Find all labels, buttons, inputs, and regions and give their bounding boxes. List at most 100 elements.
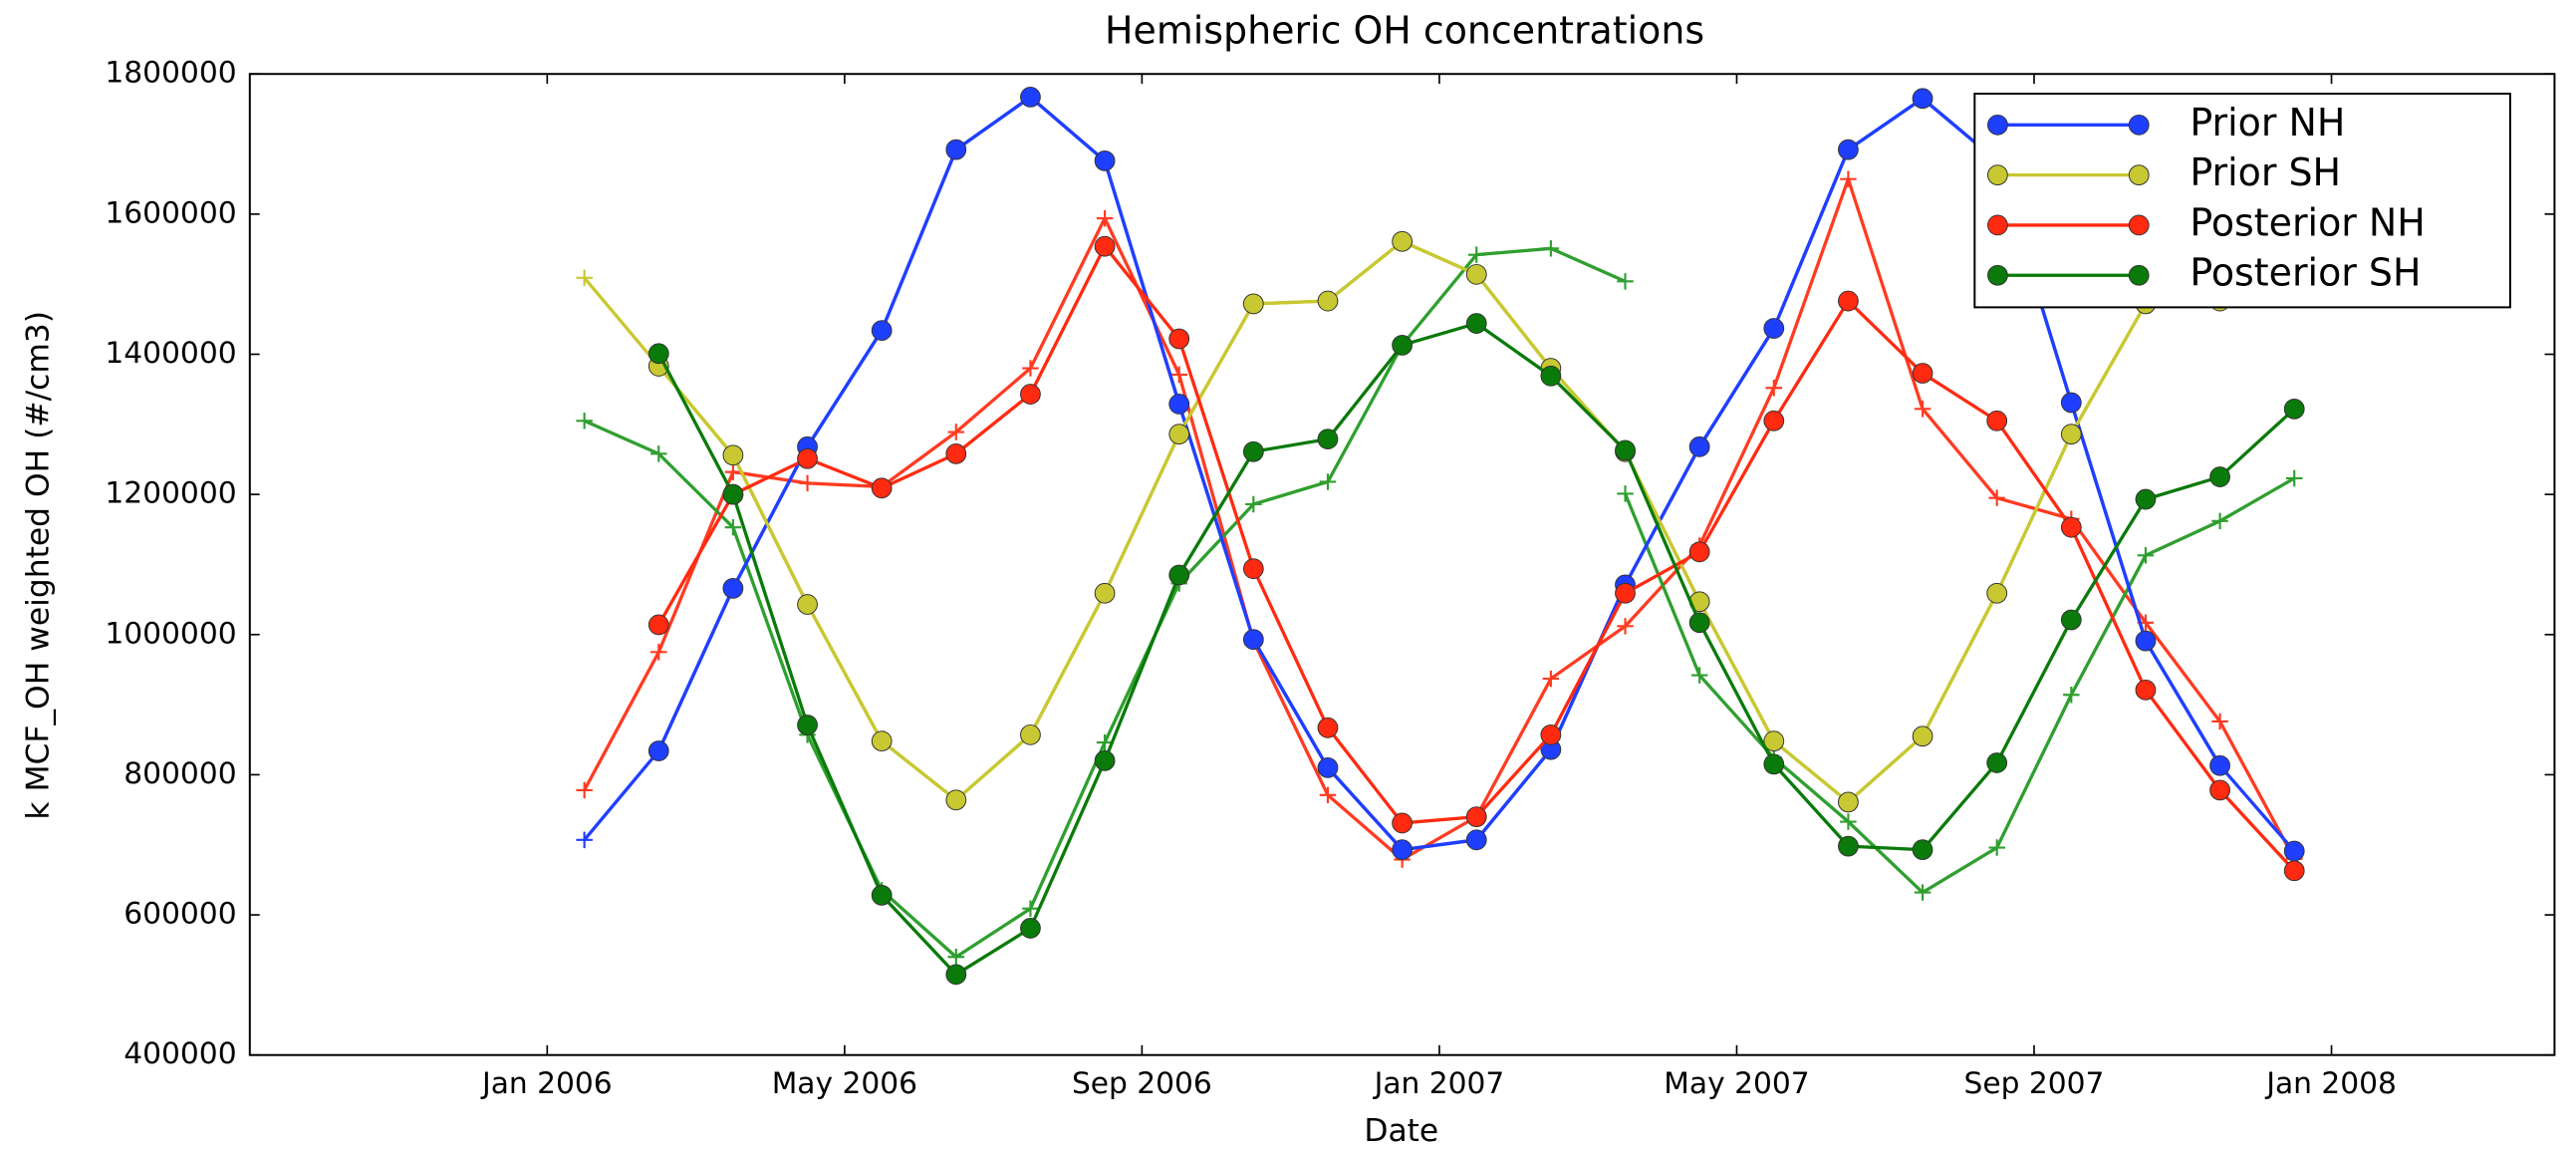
point <box>1617 485 1634 502</box>
legend-marker <box>2128 114 2150 136</box>
point <box>1986 582 2008 604</box>
point <box>945 442 967 464</box>
point <box>2060 392 2082 414</box>
point <box>2209 466 2230 487</box>
point <box>2135 679 2157 701</box>
point <box>1319 786 1337 804</box>
point <box>797 594 818 615</box>
point <box>1319 473 1337 490</box>
legend-marker <box>1987 214 2008 236</box>
point <box>1242 293 1264 315</box>
point <box>722 483 744 505</box>
point <box>1542 670 1560 688</box>
chart-title: Hemispheric OH concentrations <box>1105 8 1704 52</box>
point <box>1617 618 1634 635</box>
x-tick-label: May 2007 <box>1664 1065 1809 1100</box>
point <box>2283 840 2305 862</box>
point <box>1094 235 1116 257</box>
point <box>576 831 593 849</box>
point <box>945 789 967 811</box>
point <box>871 730 893 752</box>
series-line <box>583 173 2296 862</box>
legend-marker <box>2128 264 2150 286</box>
legend-box <box>1973 93 2511 309</box>
point <box>1317 717 1339 738</box>
y-tick-label: 1400000 <box>105 335 236 370</box>
point <box>1763 753 1785 775</box>
x-tick-label: Sep 2007 <box>1964 1065 2105 1100</box>
point <box>797 715 818 735</box>
point <box>2209 754 2230 776</box>
y-tick-label: 1000000 <box>105 615 236 650</box>
series-line <box>656 243 2296 872</box>
point <box>1317 290 1339 312</box>
point <box>1912 725 1933 747</box>
point <box>1838 791 1859 813</box>
y-axis-label: k MCF_OH weighted OH (#/cm3) <box>21 311 57 820</box>
point <box>1912 88 1933 110</box>
y-tick-label: 1200000 <box>105 475 236 510</box>
point <box>1617 273 1634 290</box>
point <box>1688 541 1710 563</box>
point <box>2060 609 2082 631</box>
point <box>647 740 669 761</box>
point <box>1392 334 1413 356</box>
x-axis-label: Date <box>1364 1113 1438 1149</box>
x-tick-label: Jan 2008 <box>2264 1065 2397 1100</box>
plot-frame <box>248 73 2556 1056</box>
point <box>1392 839 1413 861</box>
point <box>1914 401 1932 418</box>
point <box>2135 488 2157 510</box>
point <box>1465 313 1487 334</box>
series-line <box>1623 476 2296 895</box>
point <box>1317 429 1339 449</box>
point <box>1615 439 1636 461</box>
point <box>945 139 967 160</box>
point <box>2211 512 2228 530</box>
point <box>1988 489 2005 506</box>
point <box>871 320 893 341</box>
legend-label: Posterior NH <box>2190 200 2425 244</box>
point <box>1094 150 1116 171</box>
point <box>650 445 667 462</box>
point <box>1242 629 1264 651</box>
point <box>1242 440 1264 462</box>
point <box>724 463 742 480</box>
x-tick-label: Jan 2007 <box>1373 1065 1505 1100</box>
point <box>947 949 965 966</box>
point <box>1763 318 1785 339</box>
series-line <box>583 239 2220 805</box>
point <box>871 477 893 499</box>
point <box>1168 328 1190 350</box>
point <box>1020 384 1041 405</box>
point <box>2209 779 2230 801</box>
point <box>647 343 669 365</box>
point <box>722 577 744 599</box>
point <box>576 269 593 287</box>
point <box>1465 806 1487 828</box>
series-line <box>656 321 2296 977</box>
point <box>1840 813 1857 830</box>
point <box>1542 240 1560 257</box>
legend-marker <box>1987 114 2008 136</box>
legend-label: Posterior SH <box>2190 251 2421 295</box>
point <box>2211 713 2228 730</box>
point <box>2063 687 2080 704</box>
point <box>1168 424 1190 445</box>
point <box>1020 723 1041 745</box>
point <box>1988 839 2005 856</box>
point <box>2285 469 2303 487</box>
point <box>1690 667 1708 684</box>
point <box>1022 360 1039 377</box>
legend-marker <box>2128 164 2150 186</box>
point <box>1838 139 1859 160</box>
point <box>1914 884 1932 901</box>
legend-label: Prior NH <box>2190 101 2345 144</box>
point <box>650 644 667 661</box>
point <box>2283 860 2305 882</box>
y-tick-label: 600000 <box>124 896 236 931</box>
point <box>1096 733 1114 751</box>
point <box>1540 723 1562 745</box>
